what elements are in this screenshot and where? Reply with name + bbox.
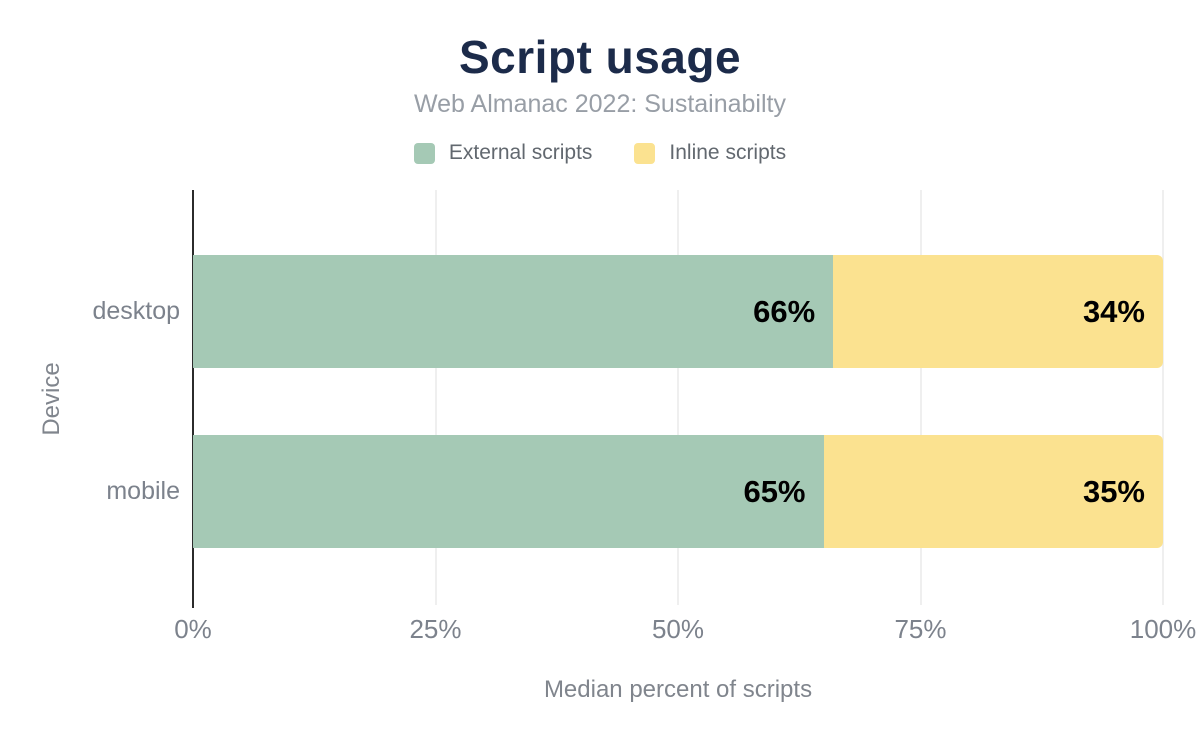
plot-area: 66% 34% 65% 35% <box>192 190 1164 608</box>
x-axis-title: Median percent of scripts <box>543 676 813 703</box>
data-label: 35% <box>1082 473 1145 509</box>
x-tick-label-25: 25% <box>409 614 462 644</box>
gridline-100 <box>1162 190 1164 605</box>
x-ticks: 0% 25% 50% 75% 100% <box>174 614 1196 644</box>
bar-segment-mobile-0[interactable]: 65% <box>193 435 824 548</box>
data-label: 65% <box>743 473 806 509</box>
x-tick-label-75: 75% <box>894 614 947 644</box>
chart-subtitle: Web Almanac 2022: Sustainabilty <box>414 90 786 118</box>
category-label-desktop: desktop <box>92 297 180 325</box>
legend-label: External scripts <box>448 141 593 164</box>
x-tick-label-100: 100% <box>1129 614 1197 644</box>
gridline-50 <box>677 190 679 605</box>
category-label-mobile: mobile <box>106 477 180 505</box>
chart-title: Script usage <box>458 31 742 83</box>
bar-segment-desktop-1[interactable]: 34% <box>833 255 1163 368</box>
x-tick-label-0: 0% <box>174 614 212 644</box>
data-label: 34% <box>1082 293 1145 329</box>
bar-segment-desktop-0[interactable]: 66% <box>193 255 834 368</box>
bar-row-mobile: 65% 35% <box>193 435 1163 548</box>
legend-label: Inline scripts <box>669 141 787 164</box>
legend-item-1[interactable]: Inline scripts <box>634 141 786 165</box>
gridline-25 <box>434 190 437 605</box>
y-axis-line <box>192 190 194 608</box>
category-labels: desktop mobile <box>0 0 180 742</box>
bar-row-desktop: 66% 34% <box>193 255 1163 368</box>
legend-swatch-icon <box>413 142 435 164</box>
y-axis-title: Device <box>38 362 65 436</box>
data-label: 66% <box>753 293 816 329</box>
x-tick-label-50: 50% <box>651 614 705 644</box>
legend-item-0[interactable]: External scripts <box>413 141 593 165</box>
legend-swatch-icon <box>634 142 656 164</box>
bar-segment-mobile-1[interactable]: 35% <box>823 435 1163 548</box>
gridline-75 <box>919 190 922 605</box>
legend: External scripts Inline scripts <box>0 141 1200 165</box>
